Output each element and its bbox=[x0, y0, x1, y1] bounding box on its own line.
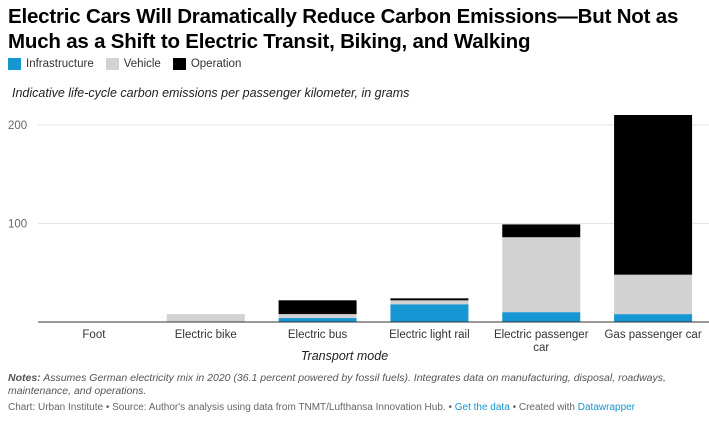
chart-title: Electric Cars Will Dramatically Reduce C… bbox=[8, 5, 679, 53]
bar-vehicle-1 bbox=[166, 314, 245, 322]
notes-text: Assumes German electricity mix in 2020 (… bbox=[8, 372, 666, 397]
legend-item-vehicle: Vehicle bbox=[105, 58, 161, 70]
bar-infrastructure-2 bbox=[278, 318, 357, 322]
datawrapper-link[interactable]: Datawrapper bbox=[577, 402, 636, 413]
bar-operation-3 bbox=[390, 298, 469, 301]
bar-operation-2 bbox=[278, 300, 357, 315]
chart-notes: Notes: Assumes German electricity mix in… bbox=[8, 372, 703, 398]
legend-swatch-vehicle bbox=[105, 58, 119, 70]
chart-subtitle: Indicative life-cycle carbon emissions p… bbox=[12, 86, 410, 100]
x-tick-label-2: Electric bus bbox=[288, 329, 348, 341]
notes-label: Notes: bbox=[8, 372, 41, 384]
bar-infrastructure-5 bbox=[614, 314, 693, 322]
bar-vehicle-4 bbox=[502, 237, 581, 313]
bar-infrastructure-4 bbox=[502, 312, 581, 322]
get-the-data-link[interactable]: Get the data bbox=[454, 402, 510, 413]
legend-label-vehicle: Vehicle bbox=[123, 58, 161, 70]
legend-swatch-infrastructure bbox=[8, 58, 21, 70]
bar-vehicle-3 bbox=[390, 300, 469, 305]
x-tick-label-1: Electric bike bbox=[175, 329, 237, 341]
bar-vehicle-2 bbox=[278, 314, 357, 319]
legend-label-infrastructure: Infrastructure bbox=[26, 58, 94, 70]
y-tick-label-200: 200 bbox=[8, 120, 27, 132]
legend-item-infrastructure: Infrastructure bbox=[8, 58, 94, 70]
x-tick-label-5: Gas passenger car bbox=[604, 329, 701, 341]
legend-swatch-operation bbox=[172, 58, 186, 70]
chart-footer: Chart: Urban Institute • Source: Author'… bbox=[8, 402, 635, 413]
footer-created-with: • Created with bbox=[512, 402, 575, 413]
y-tick-label-100: 100 bbox=[8, 218, 27, 230]
legend-label-operation: Operation bbox=[190, 58, 242, 70]
bar-infrastructure-3 bbox=[390, 304, 469, 322]
bar-vehicle-5 bbox=[614, 274, 693, 315]
bar-operation-5 bbox=[614, 115, 693, 275]
footer-source: Chart: Urban Institute • Source: Author'… bbox=[8, 402, 452, 413]
legend-item-operation: Operation bbox=[172, 58, 242, 70]
bar-operation-4 bbox=[502, 224, 581, 238]
x-axis-title: Transport mode bbox=[301, 349, 388, 363]
x-tick-label-0: Foot bbox=[82, 329, 106, 341]
x-tick-label-4: Electric passenger car bbox=[494, 329, 589, 354]
legend: Infrastructure Vehicle Operation bbox=[8, 58, 253, 70]
x-tick-label-3: Electric light rail bbox=[389, 329, 470, 341]
